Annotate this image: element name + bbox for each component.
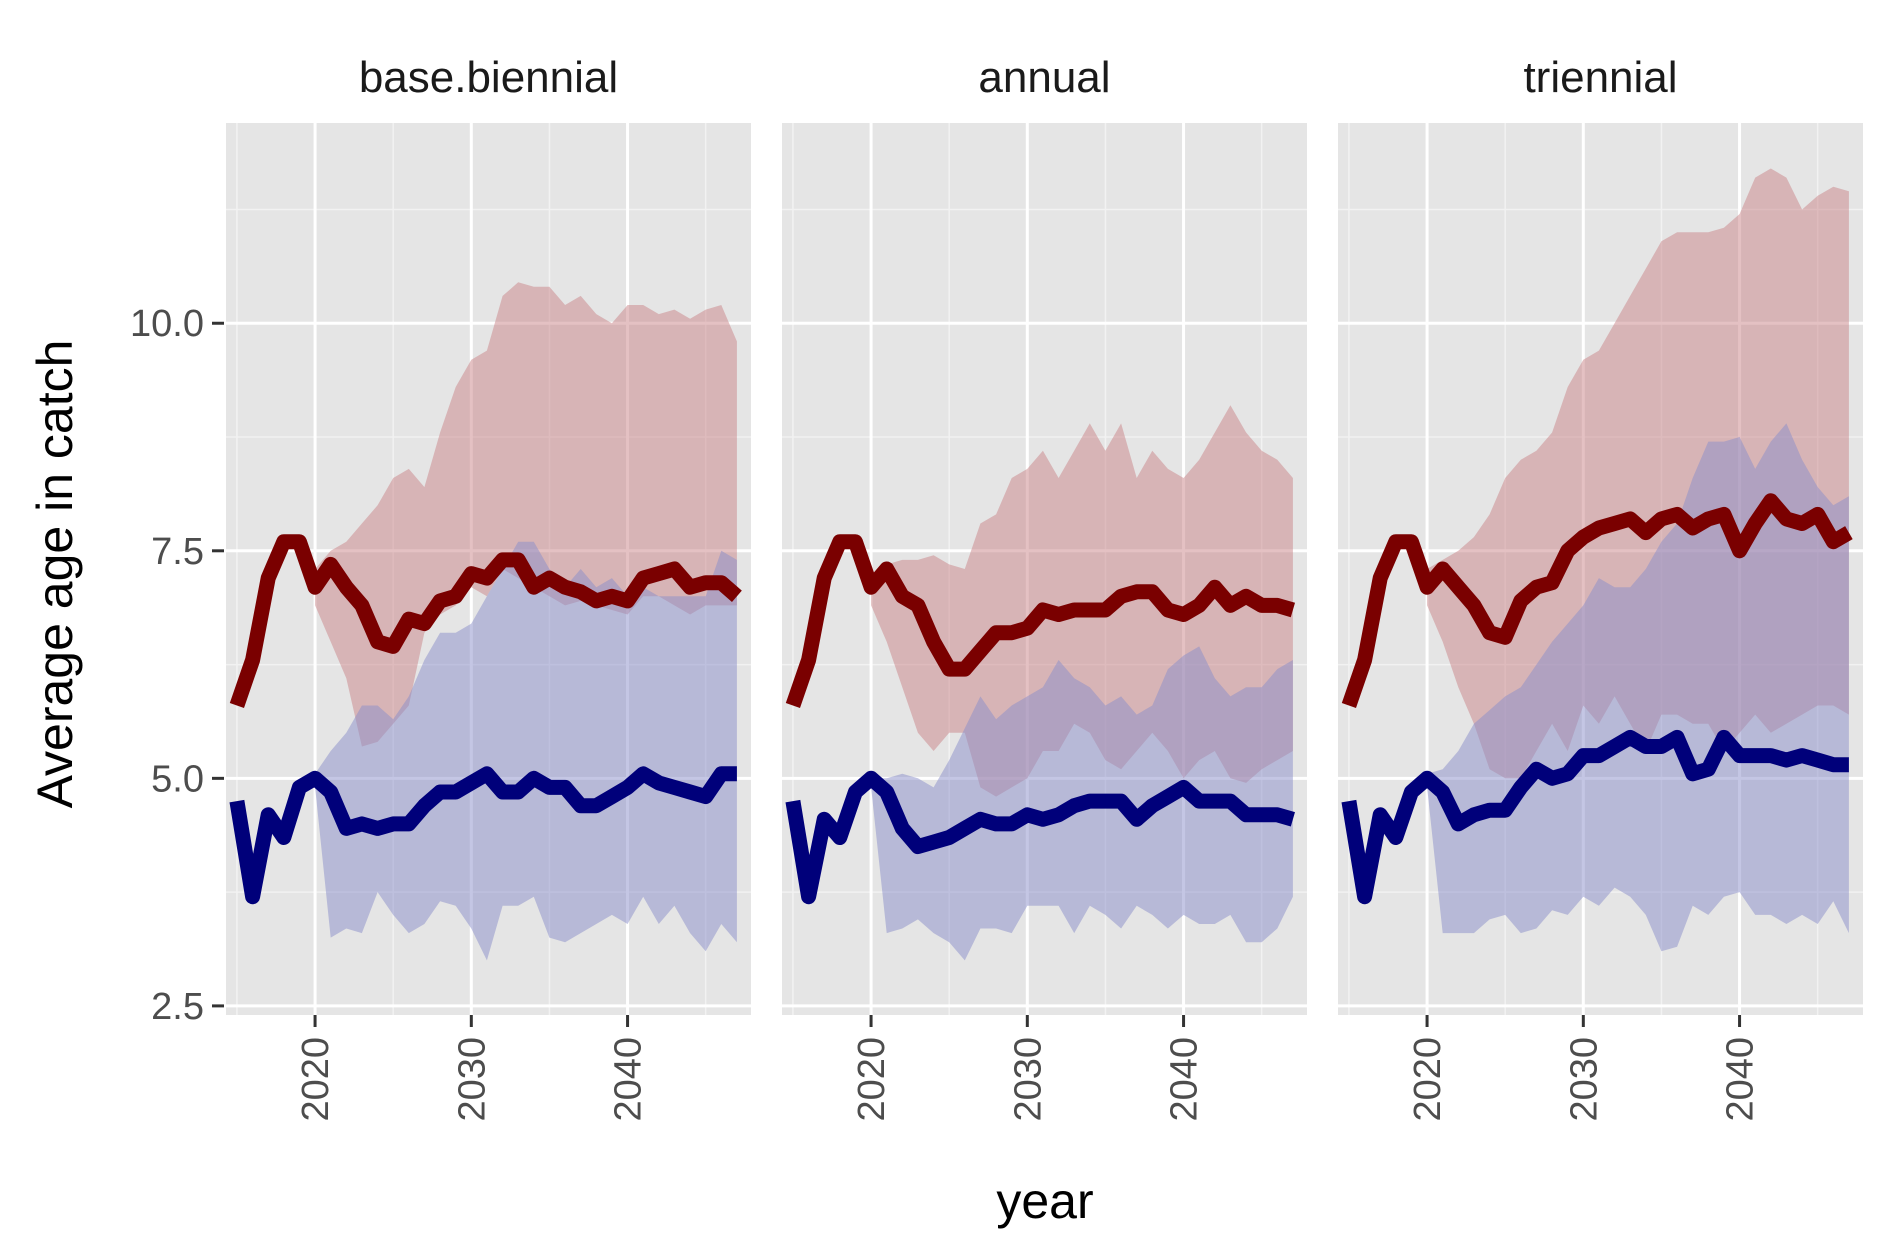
y-tick-label: 2.5 bbox=[151, 986, 204, 1028]
red-series-line bbox=[229, 534, 742, 708]
x-tick-label: 2020 bbox=[851, 1037, 893, 1122]
x-tick-label: 2020 bbox=[1407, 1037, 1449, 1122]
x-tick-label: 2040 bbox=[608, 1037, 650, 1122]
y-tick-label: 5.0 bbox=[151, 758, 204, 800]
x-tick-label: 2030 bbox=[451, 1037, 493, 1122]
facet-panels: base.biennial 2020 2030 2040 annual 2020 2030 2… bbox=[226, 53, 1863, 1122]
panel-title: triennial bbox=[1523, 53, 1677, 102]
x-tick-label: 2040 bbox=[1164, 1037, 1206, 1122]
panel-title: base.biennial bbox=[359, 53, 618, 102]
y-axis-title: Average age in catch bbox=[27, 340, 83, 809]
y-tick-label: 7.5 bbox=[151, 531, 204, 573]
y-axis: Average age in catch 2.5 5.0 7.5 10.0 bbox=[27, 303, 224, 1028]
x-axis-title: year bbox=[996, 1173, 1093, 1229]
y-ticks: 2.5 5.0 7.5 10.0 bbox=[130, 303, 224, 1028]
x-tick-label: 2040 bbox=[1720, 1037, 1762, 1122]
facet-panel: triennial 2020 2030 2040 bbox=[1338, 53, 1863, 1122]
x-tick-label: 2020 bbox=[295, 1037, 337, 1122]
y-tick-label: 10.0 bbox=[130, 303, 204, 345]
blue-series-line bbox=[785, 770, 1295, 905]
facet-panel: annual 2020 2030 2040 bbox=[782, 53, 1307, 1122]
red-series-line bbox=[785, 534, 1296, 708]
red-confidence-band bbox=[315, 282, 737, 747]
x-tick-label: 2030 bbox=[1563, 1037, 1605, 1122]
facet-panel: base.biennial 2020 2030 2040 bbox=[226, 53, 751, 1122]
blue-series-line bbox=[1341, 729, 1849, 905]
red-series-line bbox=[1341, 493, 1853, 708]
blue-series-line bbox=[229, 766, 737, 905]
blue-confidence-band bbox=[315, 541, 737, 961]
x-tick-label: 2030 bbox=[1007, 1037, 1049, 1122]
panel-title: annual bbox=[978, 53, 1110, 102]
